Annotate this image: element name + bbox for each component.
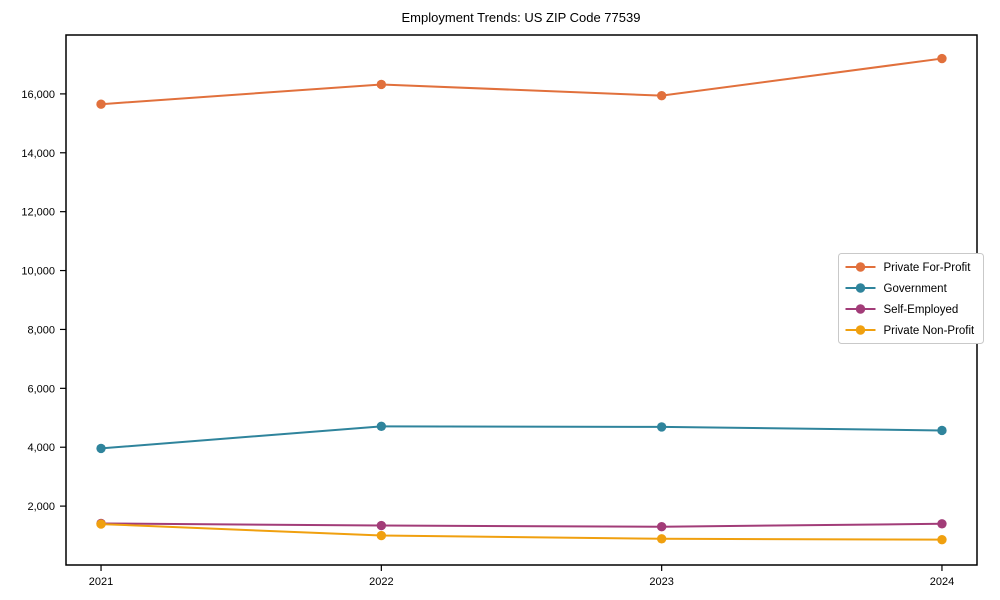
data-point-marker [937,53,947,64]
data-point-marker [937,519,947,529]
data-point-marker [96,443,106,454]
series-line [101,522,942,528]
data-point-marker [656,534,667,544]
x-axis: 2021 2022 2023 2024 [89,565,954,588]
y-tick-label: 12,000 [21,207,55,219]
y-tick-label: 10,000 [21,266,55,278]
y-tick-label: 2,000 [27,501,55,513]
data-point-marker [376,520,387,531]
data-point-marker [656,90,667,101]
y-tick-label: 6,000 [27,383,55,395]
chart-title: Employment Trends: US ZIP Code 77539 [402,10,641,25]
y-tick-label: 16,000 [21,89,55,101]
data-point-marker [656,522,667,532]
data-point-marker [376,79,387,90]
legend-sample-marker [855,262,866,272]
legend-item-label: Private Non-Profit [884,325,976,337]
legend-item-label: Private For-Profit [884,262,972,274]
data-point-marker [937,425,947,436]
x-tick-label: 2024 [930,576,954,588]
legend-item-label: Self-Employed [884,304,959,316]
data-point-marker [96,519,106,529]
legend-sample-marker [855,325,866,335]
series-lines [96,53,947,545]
data-point-marker [656,422,667,432]
series-line [100,523,942,541]
legend-item-label: Government [884,283,948,295]
legend-sample-marker [855,304,866,314]
legend-box [838,253,984,344]
y-tick-label: 4,000 [27,442,55,454]
data-point-marker [96,99,106,109]
y-axis: 2,000 4,000 6,000 8,000 10,000 12,000 14,000 16… [21,89,66,513]
data-point-marker [376,421,387,432]
y-tick-label: 14,000 [21,148,55,160]
x-tick-label: 2021 [89,576,113,588]
series-line [100,57,943,106]
series-line [100,425,942,450]
data-point-marker [376,530,387,541]
y-tick-label: 8,000 [27,324,55,336]
x-tick-label: 2023 [649,576,673,588]
x-tick-label: 2022 [369,576,393,588]
data-point-marker [937,534,947,545]
legend-sample-marker [855,283,866,293]
legend: Private For-Profit Government Self-Employe… [838,253,984,344]
